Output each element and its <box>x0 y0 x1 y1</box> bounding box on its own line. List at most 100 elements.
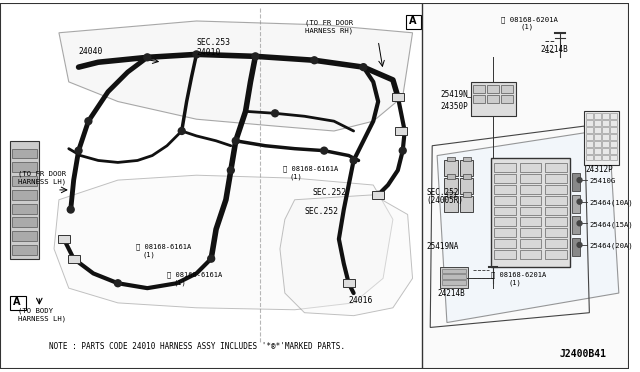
Text: 24350P: 24350P <box>440 102 468 111</box>
Text: (1): (1) <box>174 279 187 286</box>
Bar <box>586 113 593 119</box>
Bar <box>422 3 628 369</box>
Bar <box>491 158 570 267</box>
Bar <box>12 245 37 255</box>
Bar <box>586 148 593 154</box>
Bar <box>12 217 37 227</box>
Bar <box>487 85 499 93</box>
Bar <box>520 217 541 226</box>
Bar <box>501 85 513 93</box>
Bar <box>442 275 465 279</box>
Bar <box>586 120 593 126</box>
Text: (TO FR DOOR: (TO FR DOOR <box>18 170 66 177</box>
Text: 24312P: 24312P <box>586 165 613 174</box>
Circle shape <box>399 147 406 154</box>
Bar <box>494 250 516 259</box>
Bar <box>595 113 601 119</box>
Bar <box>494 163 516 172</box>
Bar <box>602 134 609 140</box>
Bar <box>602 155 609 160</box>
Text: Ⓑ 08168-6201A: Ⓑ 08168-6201A <box>491 271 547 278</box>
Bar <box>520 239 541 248</box>
Bar <box>545 196 567 205</box>
Text: 25419NA: 25419NA <box>426 242 459 251</box>
Bar <box>444 160 458 176</box>
Text: Ⓑ 08168-6161A: Ⓑ 08168-6161A <box>136 244 191 250</box>
Polygon shape <box>59 21 413 131</box>
Bar <box>584 111 619 166</box>
Circle shape <box>577 221 582 226</box>
Bar <box>343 279 355 287</box>
Bar <box>392 93 404 100</box>
Bar <box>595 120 601 126</box>
Text: 25464(15A): 25464(15A) <box>589 221 633 228</box>
Bar <box>545 185 567 194</box>
Bar <box>494 185 516 194</box>
Circle shape <box>179 128 185 134</box>
Bar <box>460 178 474 194</box>
Text: 25464(20A): 25464(20A) <box>589 243 633 249</box>
Text: Ⓑ 08168-6201A: Ⓑ 08168-6201A <box>501 16 558 23</box>
Circle shape <box>193 51 200 58</box>
Bar <box>472 82 516 116</box>
Circle shape <box>350 157 357 164</box>
Bar <box>395 127 406 135</box>
Text: HARNESS RH): HARNESS RH) <box>305 28 353 34</box>
Bar <box>610 148 617 154</box>
Circle shape <box>577 178 582 183</box>
Polygon shape <box>437 129 619 323</box>
Text: (TO BODY: (TO BODY <box>18 308 52 314</box>
Bar <box>487 94 499 103</box>
Bar <box>610 155 617 160</box>
Bar <box>474 94 485 103</box>
Text: 25419N: 25419N <box>440 90 468 99</box>
Circle shape <box>227 167 234 174</box>
Text: (1): (1) <box>520 24 534 31</box>
Text: SEC.253: SEC.253 <box>196 38 230 46</box>
Bar <box>444 178 458 194</box>
FancyBboxPatch shape <box>10 296 26 310</box>
Bar <box>545 163 567 172</box>
Bar <box>494 217 516 226</box>
Text: Ⓑ 08168-6161A: Ⓑ 08168-6161A <box>167 271 222 278</box>
Bar <box>610 141 617 147</box>
Bar <box>545 228 567 237</box>
Text: 24016: 24016 <box>349 296 373 305</box>
Bar <box>520 206 541 215</box>
Bar <box>595 141 601 147</box>
Circle shape <box>577 243 582 247</box>
Text: 25410G: 25410G <box>589 178 616 184</box>
Text: (1): (1) <box>509 279 522 286</box>
Text: SEC.252: SEC.252 <box>312 188 346 197</box>
Text: SEC.252: SEC.252 <box>426 188 459 197</box>
Circle shape <box>232 137 239 144</box>
Bar <box>602 127 609 133</box>
Bar <box>545 206 567 215</box>
Circle shape <box>577 199 582 204</box>
Circle shape <box>311 57 318 64</box>
Text: HARNESS LH): HARNESS LH) <box>18 315 66 322</box>
Text: J2400B41: J2400B41 <box>560 349 607 359</box>
Circle shape <box>345 280 352 287</box>
Bar <box>12 163 37 172</box>
Bar <box>520 228 541 237</box>
Circle shape <box>321 147 328 154</box>
Text: Ⓑ 08168-6161A: Ⓑ 08168-6161A <box>283 165 338 172</box>
Bar <box>447 174 455 179</box>
Bar <box>460 160 474 176</box>
Circle shape <box>375 192 381 198</box>
Bar <box>520 174 541 183</box>
Text: 25464(10A): 25464(10A) <box>589 200 633 206</box>
Bar <box>572 195 580 212</box>
Bar <box>610 120 617 126</box>
Bar <box>610 127 617 133</box>
Bar <box>12 176 37 186</box>
Bar <box>520 196 541 205</box>
Text: 24040: 24040 <box>79 47 103 57</box>
Bar <box>494 196 516 205</box>
Circle shape <box>67 206 74 213</box>
Bar <box>610 113 617 119</box>
Bar <box>602 148 609 154</box>
Bar <box>586 134 593 140</box>
Bar <box>12 204 37 214</box>
